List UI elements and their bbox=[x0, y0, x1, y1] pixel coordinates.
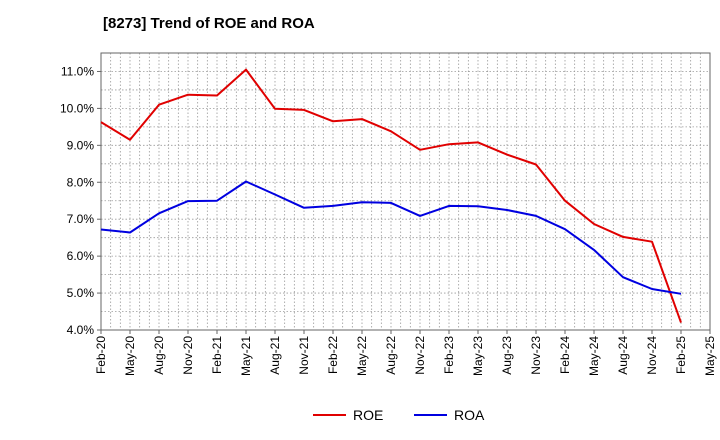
legend: ROE ROA bbox=[313, 407, 485, 423]
x-tick-label: Feb-22 bbox=[326, 336, 340, 374]
x-tick-label: Nov-21 bbox=[297, 336, 311, 375]
series-line-roe bbox=[100, 68, 682, 323]
series-line-roa bbox=[100, 180, 682, 295]
y-tick-label: 7.0% bbox=[67, 212, 95, 226]
x-tick-label: Aug-24 bbox=[616, 336, 630, 375]
x-tick-label: Nov-23 bbox=[529, 336, 543, 375]
x-tick-label: Feb-25 bbox=[674, 336, 688, 374]
x-tick-label: Aug-21 bbox=[268, 336, 282, 375]
y-tick-label: 6.0% bbox=[67, 249, 95, 263]
x-tick-label: Nov-20 bbox=[181, 336, 195, 375]
x-tick-label: May-23 bbox=[471, 336, 485, 376]
x-tick-label: May-20 bbox=[123, 336, 137, 376]
y-tick-label: 8.0% bbox=[67, 175, 95, 189]
x-tick-label: May-24 bbox=[587, 336, 601, 376]
x-tick-label: Aug-22 bbox=[384, 336, 398, 375]
y-tick-label: 4.0% bbox=[67, 323, 95, 337]
series-lines bbox=[100, 68, 682, 323]
legend-label-roe: ROE bbox=[353, 407, 383, 423]
x-tick-label: Aug-20 bbox=[152, 336, 166, 375]
chart-title: [8273] Trend of ROE and ROA bbox=[103, 15, 315, 32]
x-tick-label: Feb-24 bbox=[558, 336, 572, 374]
x-tick-label: May-21 bbox=[239, 336, 253, 376]
y-tick-label: 9.0% bbox=[67, 138, 95, 152]
x-tick-label: Feb-23 bbox=[442, 336, 456, 374]
x-tick-label: Feb-21 bbox=[210, 336, 224, 374]
x-tick-label: Aug-23 bbox=[500, 336, 514, 375]
x-axis-ticks: Feb-20 May-20 Aug-20 Nov-20 Feb-21 May-21 Aug-… bbox=[94, 330, 717, 376]
plot-area-frame bbox=[100, 52, 711, 331]
y-tick-label: 10.0% bbox=[60, 101, 94, 115]
x-tick-label: May-22 bbox=[355, 336, 369, 376]
x-tick-label: Feb-20 bbox=[94, 336, 108, 374]
x-tick-label: May-25 bbox=[703, 336, 717, 376]
y-axis-ticks: 4.0% 5.0% 6.0% 7.0% 8.0% 9.0% 10.0% 11.0% bbox=[60, 64, 101, 337]
y-tick-label: 11.0% bbox=[61, 64, 94, 78]
x-tick-label: Nov-24 bbox=[645, 336, 659, 375]
legend-label-roa: ROA bbox=[454, 407, 485, 423]
x-tick-label: Nov-22 bbox=[413, 336, 427, 375]
y-tick-label: 5.0% bbox=[67, 286, 95, 300]
